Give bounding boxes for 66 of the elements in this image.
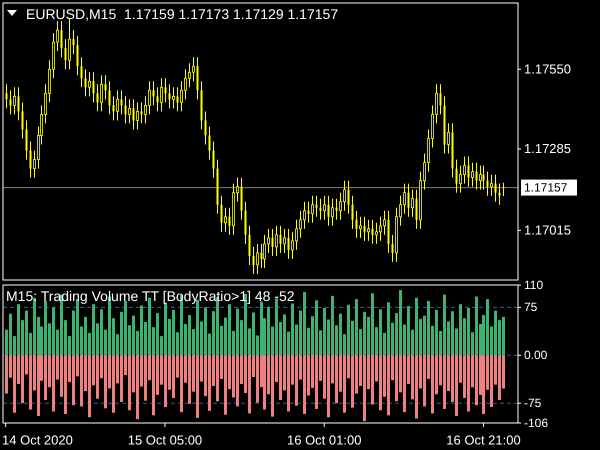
candlestick: [367, 219, 370, 242]
candlestick: [352, 195, 354, 230]
candlestick: [76, 36, 78, 76]
candlestick: [26, 120, 28, 160]
candlestick: [502, 182, 504, 196]
chart-title: M15: Trading Volume TT [BodyRatio>1] 48 -52: [6, 288, 295, 304]
candlestick: [180, 80, 183, 112]
x-tick-label: 16 Oct 21:00: [446, 432, 521, 448]
candlestick: [128, 98, 131, 124]
candlestick: [184, 68, 187, 100]
candlestick: [88, 72, 91, 97]
candlestick: [479, 165, 482, 190]
candlestick: [248, 225, 250, 266]
candlestick: [100, 74, 103, 112]
candlestick: [403, 183, 406, 214]
candlestick: [275, 225, 278, 256]
chart-title: EURUSD,M15 1.17159 1.17173 1.17129 1.17157: [26, 6, 338, 22]
x-tick-label: 15 Oct 05:00: [128, 432, 202, 448]
candlestick: [263, 234, 266, 268]
y-tick-label: 1.17550: [524, 61, 571, 76]
candlestick: [463, 156, 466, 184]
y-tick-label: 110: [524, 278, 544, 292]
y-tick-label: -75: [524, 396, 542, 410]
candlestick: [188, 62, 191, 88]
candlestick: [343, 180, 346, 212]
y-tick-label: 1.17015: [524, 222, 571, 238]
candlestick: [116, 90, 119, 121]
candlestick: [482, 165, 484, 190]
candlestick: [148, 80, 151, 115]
candlestick: [108, 80, 110, 115]
candlestick: [490, 174, 493, 196]
candlestick: [303, 201, 306, 230]
candlestick: [224, 207, 227, 232]
candlestick: [204, 110, 206, 146]
y-tick-label: 1.17285: [524, 141, 571, 156]
candlestick: [172, 86, 175, 109]
candlestick: [291, 231, 294, 260]
candlestick: [208, 126, 210, 160]
candlestick: [283, 228, 286, 254]
x-tick-label: 16 Oct 01:00: [286, 432, 362, 448]
candlestick: [6, 84, 8, 109]
candlestick: [459, 165, 462, 194]
candlestick: [295, 219, 298, 250]
candlestick: [375, 222, 378, 244]
y-tick-label: 0.00: [524, 348, 548, 362]
candlestick: [339, 192, 342, 220]
candlestick: [80, 56, 82, 88]
ref-line-label: 1.17157: [524, 180, 568, 195]
candlestick: [212, 141, 214, 178]
candlestick: [160, 78, 163, 112]
candlestick: [256, 243, 259, 274]
candlestick: [331, 198, 334, 226]
candlestick: [136, 102, 139, 130]
candlestick: [359, 216, 362, 238]
y-tick-label: 75: [524, 300, 538, 314]
candlestick: [379, 216, 382, 242]
candlestick: [411, 189, 414, 218]
candlestick: [13, 86, 16, 115]
candlestick: [22, 102, 24, 139]
candlestick: [311, 195, 314, 224]
y-tick-label: -106: [524, 416, 548, 430]
candlestick: [323, 195, 326, 220]
x-tick-label: 14 Oct 2020: [2, 432, 73, 448]
candlestick: [498, 183, 500, 206]
candlestick: [299, 210, 302, 238]
candlestick: [471, 162, 474, 188]
